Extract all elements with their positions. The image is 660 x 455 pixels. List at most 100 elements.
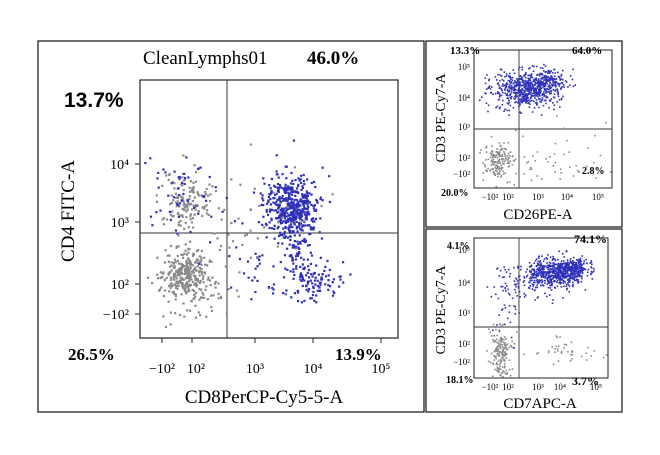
event-dot (202, 275, 205, 278)
event-dot (484, 165, 486, 168)
event-dot (499, 68, 502, 70)
event-dot (319, 196, 322, 199)
event-dot (225, 196, 228, 200)
event-dot (549, 86, 551, 89)
event-dot (177, 212, 180, 215)
event-dot (275, 170, 278, 173)
event-dot (176, 232, 179, 235)
event-dot (523, 93, 526, 96)
event-dot (490, 352, 493, 355)
event-dot (194, 278, 197, 281)
event-dot (535, 95, 538, 97)
event-dot (294, 206, 297, 209)
event-dot (316, 284, 319, 288)
event-dot (507, 160, 509, 162)
event-dot (333, 292, 336, 295)
event-dot (281, 194, 284, 198)
event-dot (541, 82, 543, 84)
event-dot (486, 286, 489, 288)
event-dot (156, 177, 159, 180)
ytick-label: 10⁵ (458, 245, 470, 255)
xtick-label: 10² (502, 382, 514, 392)
tr-quadrant-ul: 13.3% (450, 45, 480, 57)
event-dot (310, 181, 313, 185)
event-dot (169, 311, 172, 314)
event-dot (170, 282, 173, 285)
event-dot (206, 264, 209, 267)
event-dot (190, 300, 193, 303)
event-dot (307, 265, 310, 268)
event-dot (281, 214, 284, 217)
event-dot (499, 347, 502, 350)
event-dot (557, 360, 560, 362)
event-dot (527, 81, 530, 84)
event-dot (187, 285, 190, 289)
event-dot (498, 314, 500, 316)
ytick-label: 10⁴ (458, 278, 470, 288)
event-dot (571, 273, 573, 276)
event-dot (591, 278, 594, 280)
event-dot (499, 350, 501, 353)
event-dot (541, 280, 544, 283)
event-dot (173, 264, 176, 267)
event-dot (270, 217, 273, 220)
event-dot (267, 195, 270, 199)
event-dot (561, 271, 563, 274)
event-dot (484, 77, 487, 79)
event-dot (162, 271, 165, 274)
event-dot (498, 84, 500, 87)
event-dot (517, 68, 520, 71)
event-dot (312, 207, 315, 210)
event-dot (172, 277, 175, 280)
event-dot (519, 279, 521, 281)
event-dot (496, 148, 498, 150)
event-dot (178, 214, 182, 217)
event-dot (525, 271, 527, 273)
event-dot (540, 276, 543, 278)
event-dot (185, 290, 188, 293)
event-dot (529, 285, 531, 287)
event-dot (539, 271, 542, 274)
event-dot (485, 169, 487, 172)
event-dot (162, 217, 166, 220)
event-dot (543, 74, 546, 77)
event-dot (485, 151, 488, 153)
event-dot (507, 292, 510, 295)
event-dot (283, 220, 286, 223)
event-dot (576, 274, 579, 276)
event-dot (203, 271, 206, 274)
event-dot (496, 164, 499, 167)
event-dot (529, 82, 532, 84)
event-dot (550, 92, 552, 95)
event-dot (295, 267, 298, 270)
event-dot (496, 345, 499, 348)
event-dot (538, 279, 541, 281)
event-dot (518, 87, 520, 90)
event-dot (188, 186, 191, 189)
event-dot (562, 279, 564, 282)
event-dot (534, 260, 537, 262)
event-dot (554, 276, 557, 278)
event-dot (518, 78, 520, 81)
xtick-label: 10⁵ (592, 192, 604, 202)
event-dot (309, 226, 312, 229)
event-dot (526, 268, 528, 271)
event-dot (551, 77, 554, 79)
event-dot (505, 73, 508, 75)
event-dot (535, 88, 537, 91)
event-dot (194, 295, 197, 299)
event-dot (545, 99, 547, 102)
event-dot (327, 279, 330, 282)
event-dot (543, 70, 545, 72)
event-dot (522, 93, 524, 95)
event-dot (575, 272, 578, 275)
event-dot (584, 268, 587, 271)
event-dot (338, 285, 341, 288)
event-dot (529, 79, 532, 82)
event-dot (492, 168, 495, 170)
event-dot (291, 258, 294, 261)
event-dot (560, 171, 563, 174)
event-dot (511, 155, 514, 158)
event-dot (265, 210, 268, 213)
event-dot (556, 277, 558, 279)
